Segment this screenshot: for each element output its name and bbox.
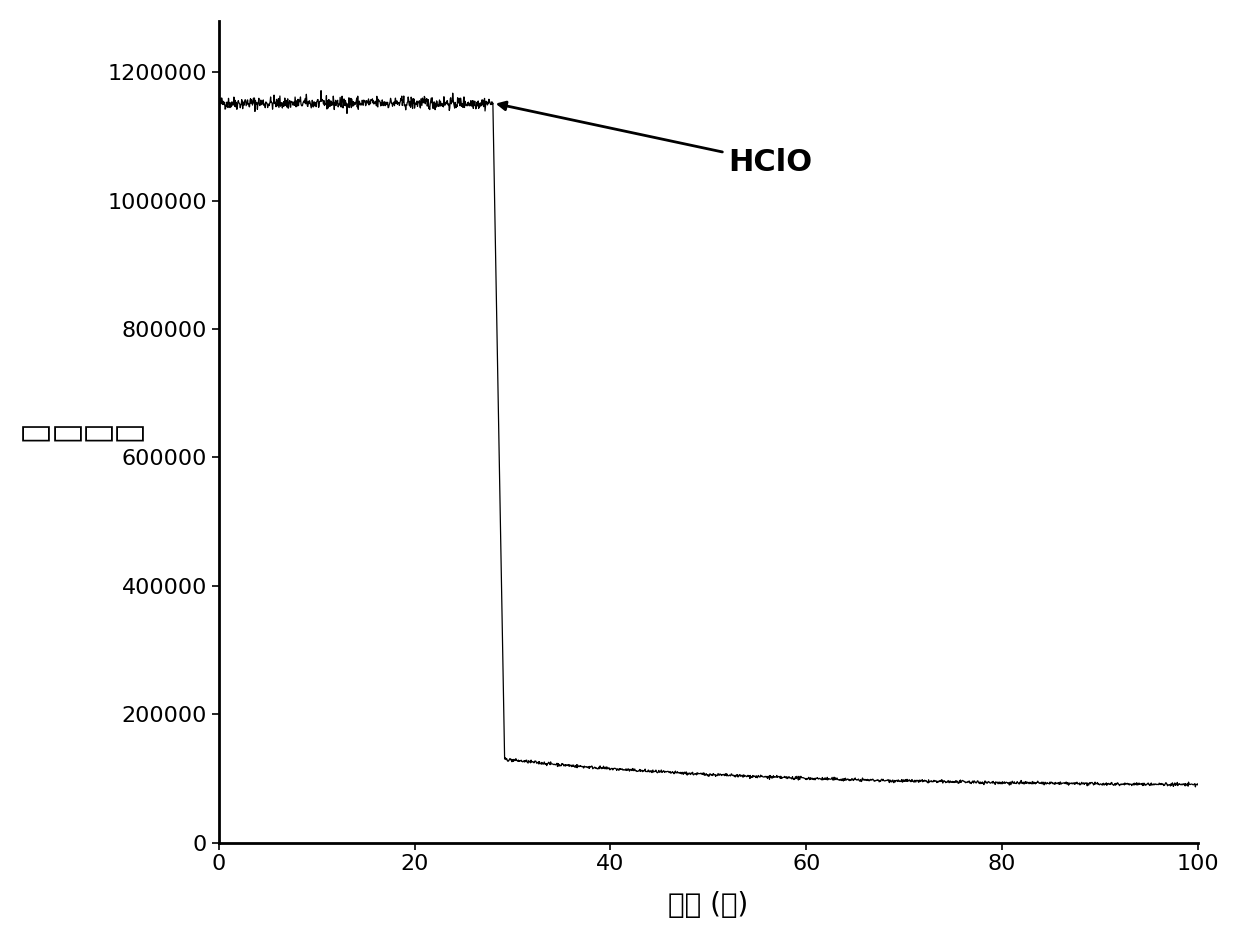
Y-axis label: 荞
光
强
度: 荞 光 强 度	[21, 423, 144, 441]
Text: HClO: HClO	[498, 102, 812, 177]
X-axis label: 时间 (秒): 时间 (秒)	[668, 891, 749, 919]
